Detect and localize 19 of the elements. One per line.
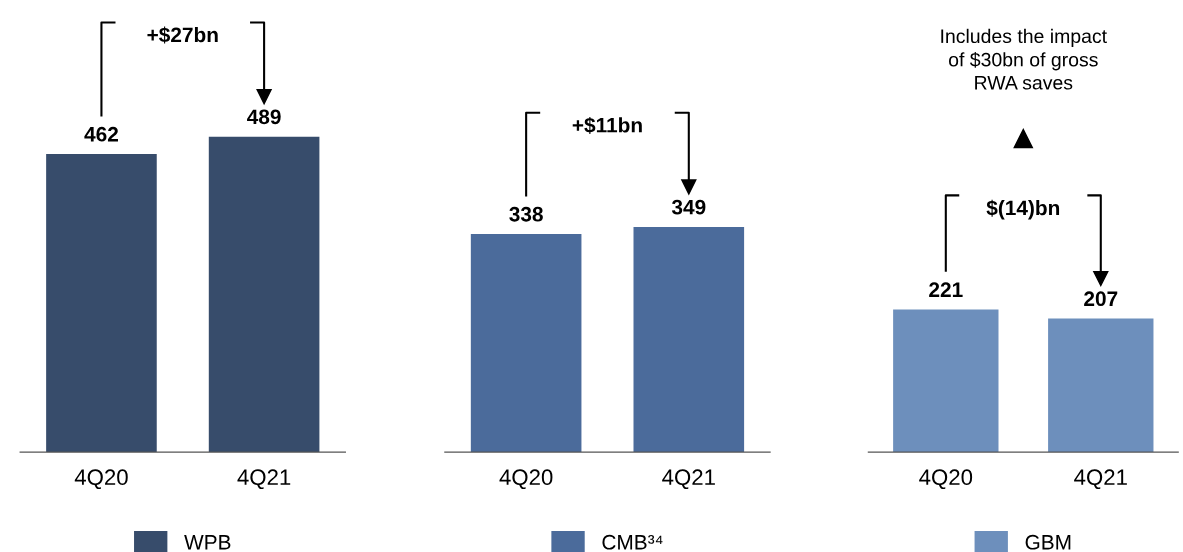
x-tick-label: 4Q20: [919, 469, 973, 490]
text: $(14)bn: [986, 199, 1060, 220]
text: +$11bn: [572, 116, 642, 134]
legend-label: GBM: [1025, 534, 1071, 550]
x-tick-label: 4Q21: [1074, 469, 1127, 490]
text: Includes the impact of $30bn of gross RWA saves: [941, 28, 1107, 90]
data-label: 207: [1084, 291, 1118, 307]
data-label: 221: [929, 282, 963, 297]
legend-label: WPB: [184, 535, 231, 550]
data-label: 489: [247, 109, 281, 125]
data-label: 338: [509, 206, 543, 222]
data-label: 349: [671, 199, 706, 215]
text: +$27bn: [147, 26, 218, 44]
legend-label: CMB³⁴: [602, 534, 663, 550]
x-tick-label: 4Q20: [74, 469, 128, 490]
x-tick-label: 4Q21: [237, 469, 291, 490]
x-tick-label: 4Q21: [662, 469, 715, 490]
data-label: 462: [84, 126, 118, 142]
x-tick-label: 4Q20: [499, 469, 553, 490]
